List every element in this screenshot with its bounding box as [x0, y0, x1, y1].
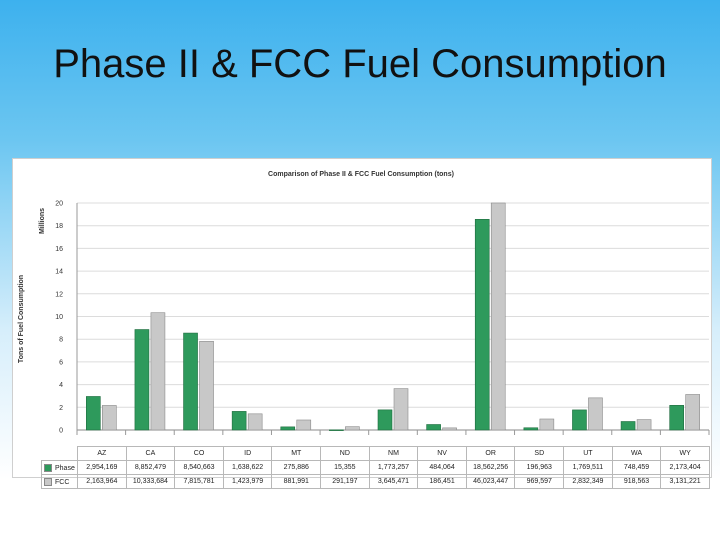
x-tick-label: OR: [465, 446, 516, 461]
y-tick-label: 0: [59, 428, 63, 435]
slide-title: Phase II & FCC Fuel Consumption: [53, 42, 667, 86]
x-tick-label: MT: [271, 446, 322, 461]
y-tick-label: 14: [55, 269, 63, 276]
bar-phase-ii-or: [474, 219, 490, 431]
legend-entry: FCC: [41, 474, 78, 489]
y-tick-label: 2: [59, 405, 63, 412]
data-label: 918,563: [611, 474, 662, 489]
data-label: 8,540,663: [174, 460, 224, 475]
data-label: 1,423,979: [222, 474, 273, 489]
bar-fcc-nv: [442, 427, 457, 431]
data-label: 18,562,256: [465, 460, 516, 475]
data-label: 186,451: [417, 474, 467, 489]
data-label: 2,954,169: [77, 460, 127, 475]
data-label: 2,163,964: [77, 474, 127, 489]
bar-phase-ii-ca: [134, 329, 150, 431]
data-label: 15,355: [320, 460, 370, 475]
bar-phase-ii-nm: [377, 409, 393, 431]
bar-fcc-nm: [393, 388, 409, 431]
legend-label: FCC: [55, 478, 70, 486]
legend-swatch: [44, 477, 52, 486]
bar-chart: Comparison of Phase II & FCC Fuel Consum…: [18, 171, 710, 435]
data-label: 2,173,404: [660, 460, 710, 475]
x-tick-label: SD: [514, 446, 565, 461]
bar-fcc-co: [199, 340, 214, 431]
y-tick-label: 6: [59, 359, 63, 366]
bar-fcc-nd: [345, 426, 360, 431]
data-label: 46,023,447: [465, 474, 516, 489]
data-label: 7,815,781: [174, 474, 224, 489]
bar-fcc-az: [102, 405, 117, 431]
chart-panel: Comparison of Phase II & FCC Fuel Consum…: [12, 158, 712, 489]
bar-fcc-ut: [588, 397, 603, 431]
bar-phase-ii-co: [183, 332, 198, 431]
data-label: 1,638,622: [222, 460, 273, 475]
x-tick-label: NM: [368, 446, 419, 461]
x-tick-label: ND: [320, 446, 370, 461]
x-tick-label: AZ: [77, 446, 127, 461]
bar-fcc-sd: [539, 418, 555, 431]
y-tick-label: 16: [55, 246, 63, 253]
data-label: 275,886: [271, 460, 322, 475]
x-tick-label: WA: [611, 446, 662, 461]
data-label: 10,333,684: [125, 474, 176, 489]
bar-phase-ii-id: [231, 411, 247, 431]
table-row: FCC 2,163,964 10,333,684 7,815,781 1,423,979…: [41, 474, 710, 489]
x-tick-label: UT: [563, 446, 613, 461]
y-tick-label: 10: [55, 314, 63, 321]
table-row: Phase II2,954,1698,852,4798,540,6631,638…: [41, 460, 710, 475]
data-label: 1,773,257: [368, 460, 419, 475]
bar-phase-ii-sd: [523, 427, 539, 431]
data-label: 291,197: [320, 474, 370, 489]
y-tick-label: 18: [55, 223, 63, 230]
data-label: 2,832,349: [563, 474, 613, 489]
y-tick-label: 12: [55, 291, 63, 298]
x-tick-label: CO: [174, 446, 224, 461]
bar-fcc-wy: [685, 394, 700, 431]
bar-phase-ii-mt: [280, 426, 296, 431]
data-label: 969,597: [514, 474, 565, 489]
legend-swatch: [44, 463, 52, 472]
bar-fcc-ca: [150, 312, 166, 431]
y-axis-unit: Millions: [39, 208, 46, 234]
data-label: 484,064: [417, 460, 467, 475]
gridlines: [76, 202, 710, 435]
data-label: 748,459: [611, 460, 662, 475]
y-tick-label: 4: [59, 382, 63, 389]
data-label: 3,131,221: [660, 474, 710, 489]
x-tick-label: ID: [222, 446, 273, 461]
y-tick-labels: 0 2 4 6 8 10 12 14 16 18 20: [55, 201, 63, 435]
legend-entry: Phase II: [41, 460, 78, 475]
data-label: 881,991: [271, 474, 322, 489]
data-label: 3,645,471: [368, 474, 419, 489]
bar-phase-ii-ut: [572, 409, 587, 431]
bar-phase-ii-az: [86, 396, 101, 431]
x-tick-label: WY: [660, 446, 710, 461]
data-label: 8,852,479: [125, 460, 176, 475]
chart-title: Comparison of Phase II & FCC Fuel Consum…: [268, 171, 454, 178]
data-label: 1,769,511: [563, 460, 613, 475]
y-tick-label: 20: [55, 201, 63, 208]
bars: [86, 202, 700, 431]
table-header-row: AZ CA CO ID MT ND NM NV OR SD UT WA WY: [42, 446, 710, 461]
bar-phase-ii-nd: [329, 429, 344, 431]
bar-fcc-id: [247, 413, 263, 431]
bar-fcc-mt: [296, 419, 312, 431]
bar-phase-ii-wa: [620, 421, 636, 431]
bar-phase-ii-nv: [426, 424, 441, 431]
bar-fcc-wa: [636, 419, 652, 431]
y-tick-label: 8: [59, 337, 63, 344]
x-tick-label: CA: [125, 446, 176, 461]
legend-label: Phase II: [55, 464, 77, 472]
bar-phase-ii-wy: [669, 405, 684, 431]
x-tick-label: NV: [417, 446, 467, 461]
bar-fcc-or: [490, 202, 506, 431]
data-label: 196,963: [514, 460, 565, 475]
y-axis-label: Tons of Fuel Consumption: [18, 275, 25, 363]
